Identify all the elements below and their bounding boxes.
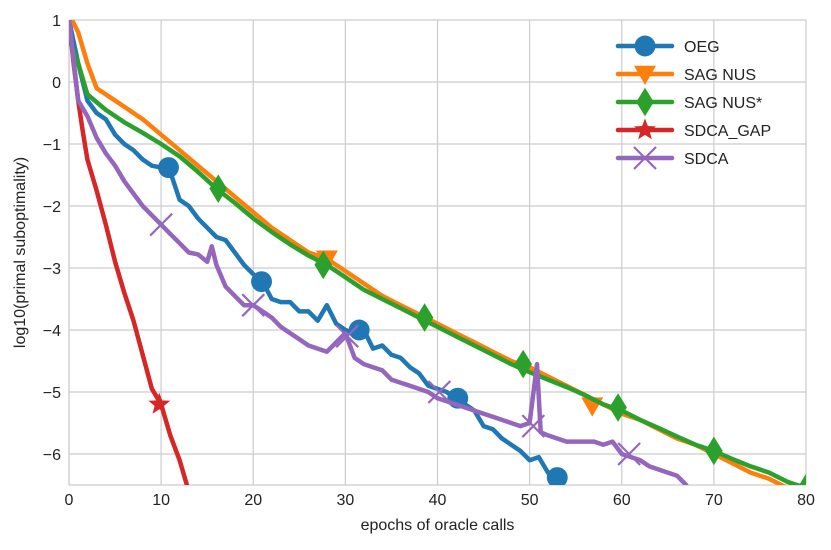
y-axis-label: log10(primal suboptimality) — [12, 157, 29, 348]
y-tick-label: −1 — [43, 137, 61, 154]
series-line-sdca-gap — [69, 20, 190, 485]
marker-oeg — [348, 319, 370, 341]
marker-sag-nus — [415, 303, 434, 332]
legend-item-oeg: OEG — [615, 35, 720, 57]
marker-sdca-stroke-b — [241, 293, 266, 317]
legend-label-sag-nus: SAG NUS — [684, 67, 756, 84]
marker-sdca — [617, 442, 641, 466]
legend-marker-sdca-gap — [634, 118, 656, 140]
legend-item-sag-nus: SAG NUS — [615, 65, 756, 85]
y-tick-label: 1 — [52, 13, 61, 30]
marker-sag-nus — [514, 349, 532, 379]
marker-sag-nus — [799, 473, 806, 485]
x-axis-label: epochs of oracle calls — [361, 517, 515, 534]
marker-sag-nus — [314, 250, 333, 280]
marker-sdca-stroke-b — [521, 414, 546, 438]
x-tick-label: 30 — [336, 492, 354, 509]
y-tick-label: −4 — [43, 323, 61, 340]
series-sdca-gap — [69, 20, 190, 485]
marker-sdca — [335, 324, 359, 348]
y-tick-label: −6 — [43, 447, 61, 464]
marker-sdca-gap — [148, 392, 171, 414]
x-tick-label: 50 — [521, 492, 539, 509]
marker-sdca-stroke-b — [617, 442, 641, 466]
marker-oeg — [251, 271, 272, 293]
y-tick-label: −3 — [43, 261, 61, 278]
marker-sdca — [149, 212, 173, 237]
legend-label-sdca: SDCA — [684, 151, 729, 168]
marker-sdca-stroke-b — [149, 212, 173, 237]
marker-sdca-stroke-b — [427, 380, 452, 404]
marker-sag-nus — [209, 174, 228, 203]
marker-oeg — [158, 157, 179, 179]
series-sdca — [69, 20, 689, 485]
x-tick-labels: 0 10 20 30 40 50 60 70 80 — [65, 492, 815, 509]
series-line-sdca — [69, 20, 689, 485]
legend: OEG SAG NUS SAG NUS* SDCA_GAP SDCA — [615, 35, 771, 170]
y-tick-label: −5 — [43, 385, 61, 402]
legend-marker-sag-nus — [634, 65, 656, 85]
series-layer — [69, 20, 806, 485]
legend-label-sag-nus: SAG NUS* — [684, 95, 762, 112]
x-tick-label: 10 — [152, 492, 170, 509]
marker-sdca — [241, 293, 266, 317]
x-tick-label: 40 — [429, 492, 447, 509]
marker-oeg — [546, 467, 568, 485]
x-tick-label: 20 — [244, 492, 262, 509]
series-sag-nus — [69, 36, 806, 485]
legend-marker-sdca-stroke-b — [633, 146, 657, 170]
legend-item-sag-nus: SAG NUS* — [615, 87, 762, 117]
marker-sag-nus — [609, 393, 627, 422]
legend-marker-sag-nus — [636, 87, 654, 117]
x-tick-label: 70 — [705, 492, 723, 509]
y-tick-labels: 1 0 −1 −2 −3 −4 −5 −6 — [43, 13, 61, 464]
legend-label-oeg: OEG — [684, 39, 720, 56]
x-tick-label: 80 — [797, 492, 815, 509]
legend-item-sdca: SDCA — [615, 146, 729, 170]
x-tick-label: 60 — [613, 492, 631, 509]
marker-sdca — [521, 414, 546, 438]
y-tick-label: 0 — [52, 75, 61, 92]
legend-label-sdca-gap: SDCA_GAP — [684, 123, 771, 140]
marker-sdca-stroke-b — [335, 324, 359, 348]
grid-lines — [68, 19, 807, 485]
y-tick-label: −2 — [43, 199, 61, 216]
marker-sdca — [427, 380, 452, 404]
legend-marker-oeg — [634, 35, 656, 57]
x-tick-label: 0 — [65, 492, 74, 509]
legend-marker-sdca — [633, 146, 657, 170]
legend-item-sdca-gap: SDCA_GAP — [615, 118, 771, 140]
marker-sag-nus — [705, 436, 723, 466]
